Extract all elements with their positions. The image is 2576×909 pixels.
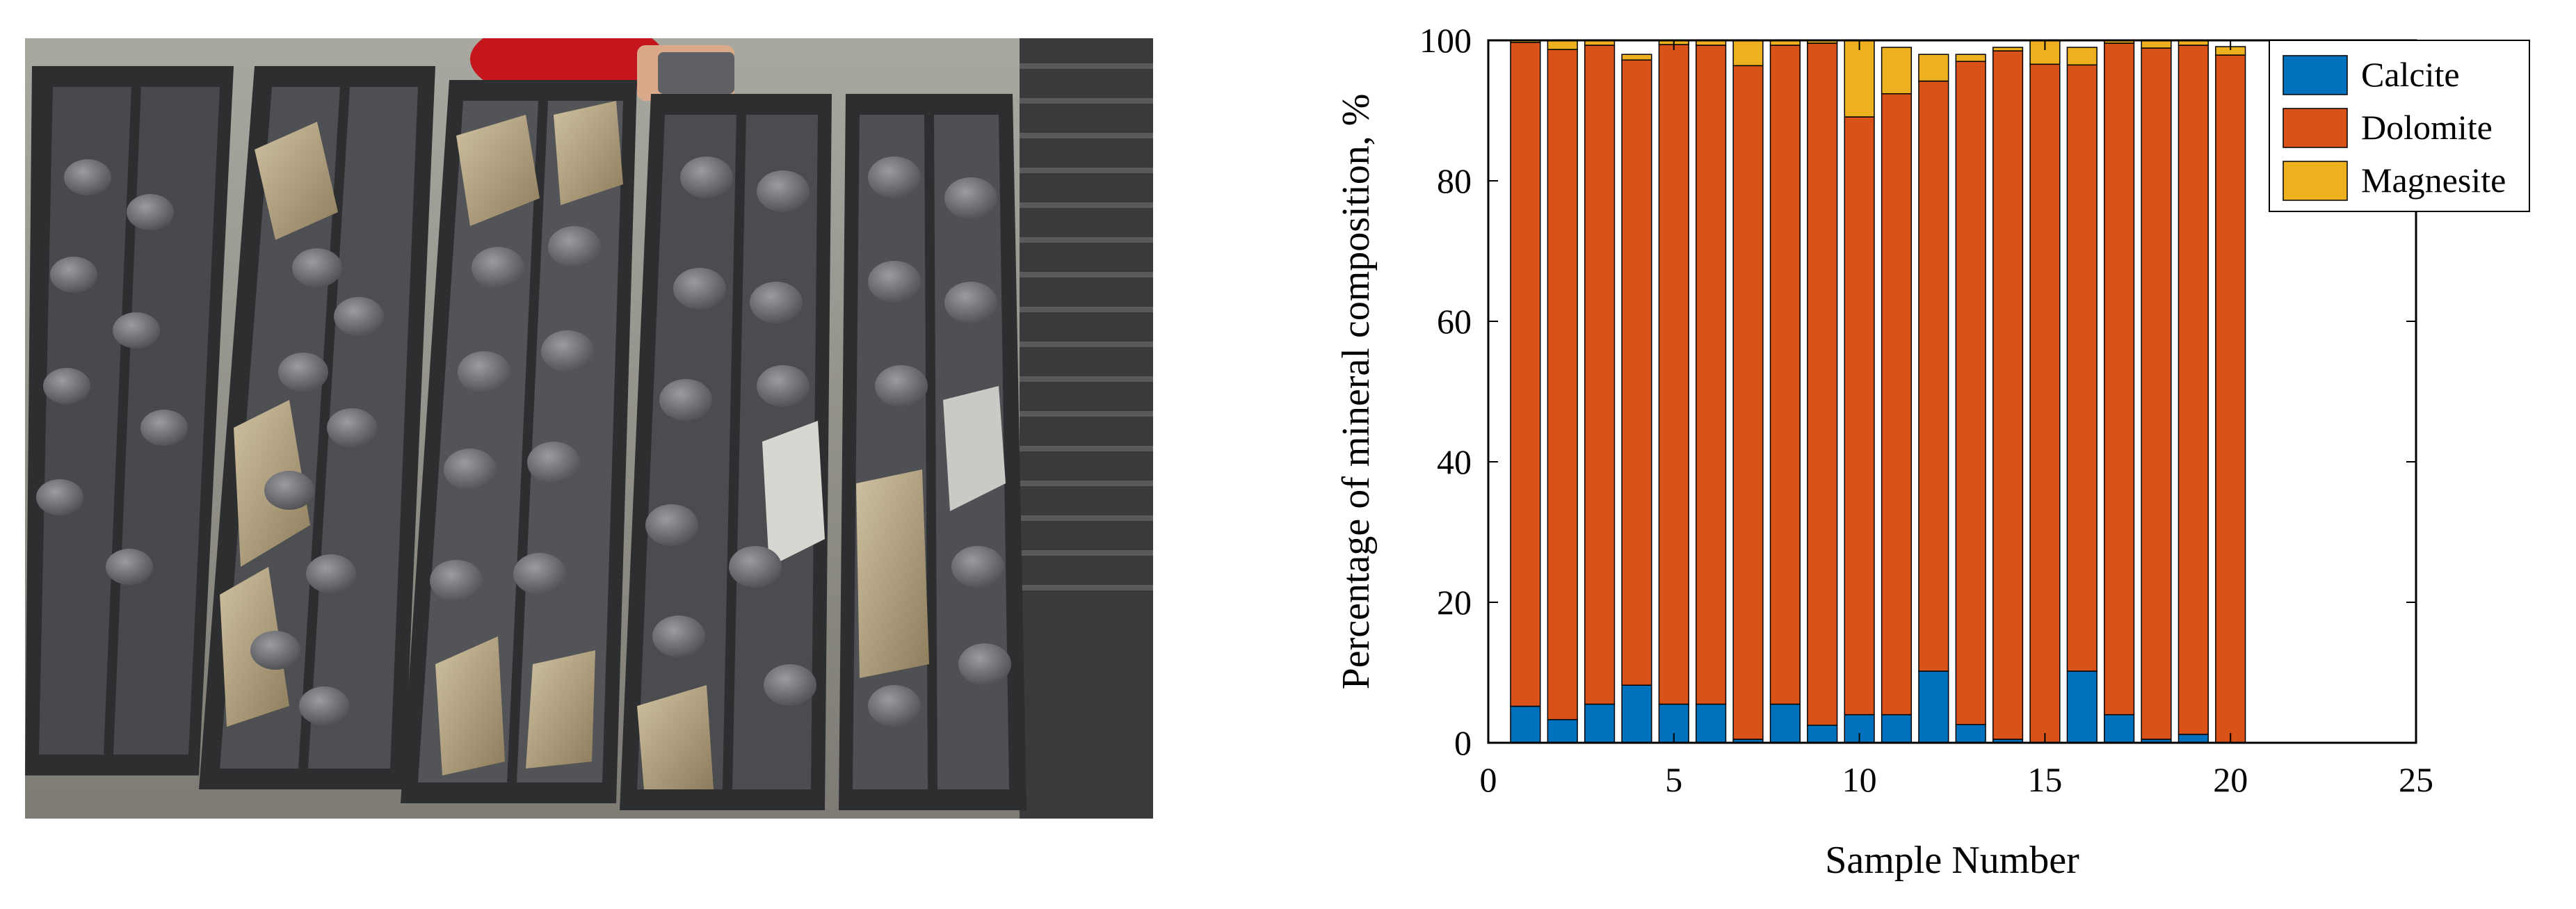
y-tick-label: 20 (1437, 583, 1472, 622)
core-tray (199, 66, 435, 789)
y-axis: 0 20 40 60 80 100 (1419, 21, 2416, 762)
core-tray (25, 66, 234, 775)
bar-dolomite-sample-8 (1769, 45, 1801, 705)
bar-calcite-sample-11 (1881, 714, 1913, 743)
x-axis: 0 5 10 15 20 25 (1480, 40, 2433, 799)
bar-dolomite-sample-13 (1955, 61, 1986, 725)
bar-dolomite-sample-14 (1992, 50, 2024, 740)
bar-dolomite-sample-12 (1918, 80, 1949, 672)
y-axis-title: Percentage of mineral composition, % (1335, 94, 1378, 690)
bar-magnesite-sample-14 (1992, 47, 2024, 51)
bar-calcite-sample-6 (1696, 703, 1727, 743)
bar-calcite-sample-1 (1510, 705, 1541, 743)
bar-dolomite-sample-9 (1807, 42, 1838, 726)
bar-calcite-sample-3 (1584, 703, 1616, 743)
y-tick-label: 0 (1454, 723, 1472, 762)
plot-frame (1487, 39, 2417, 744)
bar-magnesite-sample-18 (2141, 40, 2172, 49)
legend-label-magnesite: Magnesite (2361, 161, 2506, 200)
x-tick-label: 10 (1842, 760, 1877, 799)
y-tick-label: 80 (1437, 161, 1472, 200)
bar-dolomite-sample-6 (1696, 45, 1727, 705)
core-samples-photo (25, 38, 1153, 819)
bar-calcite-sample-9 (1807, 725, 1838, 743)
bar-magnesite-sample-13 (1955, 54, 1986, 63)
y-tick-label: 60 (1437, 302, 1472, 341)
x-tick-label: 25 (2399, 760, 2433, 799)
bar-dolomite-sample-1 (1510, 42, 1541, 707)
bar-calcite-sample-19 (2177, 734, 2209, 743)
legend-swatch-calcite (2283, 55, 2348, 95)
bar-dolomite-sample-19 (2177, 45, 2209, 735)
bar-dolomite-sample-17 (2104, 42, 2135, 716)
bar-magnesite-sample-2 (1547, 40, 1578, 50)
bar-dolomite-sample-7 (1732, 65, 1764, 740)
x-tick-label: 5 (1665, 760, 1682, 799)
legend-label-calcite: Calcite (2361, 55, 2460, 94)
legend-label-dolomite: Dolomite (2361, 108, 2493, 147)
bar-magnesite-sample-12 (1918, 54, 1949, 82)
bar-magnesite-sample-10 (1844, 40, 1875, 118)
x-tick-label: 0 (1480, 760, 1497, 799)
bar-dolomite-sample-11 (1881, 93, 1913, 716)
bar-calcite-sample-8 (1769, 703, 1801, 743)
bar-calcite-sample-4 (1621, 684, 1652, 743)
bar-magnesite-sample-7 (1732, 40, 1764, 67)
bar-dolomite-sample-18 (2141, 47, 2172, 740)
x-tick-label: 15 (2027, 760, 2062, 799)
legend-swatch-dolomite (2283, 108, 2348, 148)
bar-dolomite-sample-4 (1621, 59, 1652, 686)
y-tick-label: 100 (1419, 21, 1472, 60)
bar-magnesite-sample-11 (1881, 47, 1913, 95)
bar-dolomite-sample-3 (1584, 45, 1616, 705)
bar-calcite-sample-16 (2066, 670, 2098, 743)
bar-dolomite-sample-15 (2029, 63, 2061, 743)
legend-swatch-magnesite (2283, 161, 2348, 201)
y-tick-label: 40 (1437, 442, 1472, 481)
core-tray (839, 94, 1027, 810)
mineral-composition-chart: 0 5 10 15 20 25 0 20 40 60 80 100 Sample Number Pe… (1335, 21, 2530, 882)
bar-dolomite-sample-16 (2066, 64, 2098, 672)
bar-magnesite-sample-4 (1621, 54, 1652, 61)
bar-magnesite-sample-16 (2066, 47, 2098, 66)
bar-dolomite-sample-20 (2215, 54, 2246, 743)
legend: Calcite Dolomite Magnesite (2269, 40, 2530, 212)
bar-calcite-sample-12 (1918, 670, 1949, 743)
x-tick-label: 20 (2213, 760, 2248, 799)
bar-calcite-sample-17 (2104, 714, 2135, 743)
bar-dolomite-sample-5 (1658, 44, 1689, 705)
bar-dolomite-sample-10 (1844, 116, 1875, 716)
bars-layer (1510, 40, 2246, 743)
x-axis-title: Sample Number (1825, 839, 2079, 882)
bar-calcite-sample-2 (1547, 718, 1578, 743)
bar-calcite-sample-13 (1955, 723, 1986, 743)
bar-dolomite-sample-2 (1547, 49, 1578, 721)
